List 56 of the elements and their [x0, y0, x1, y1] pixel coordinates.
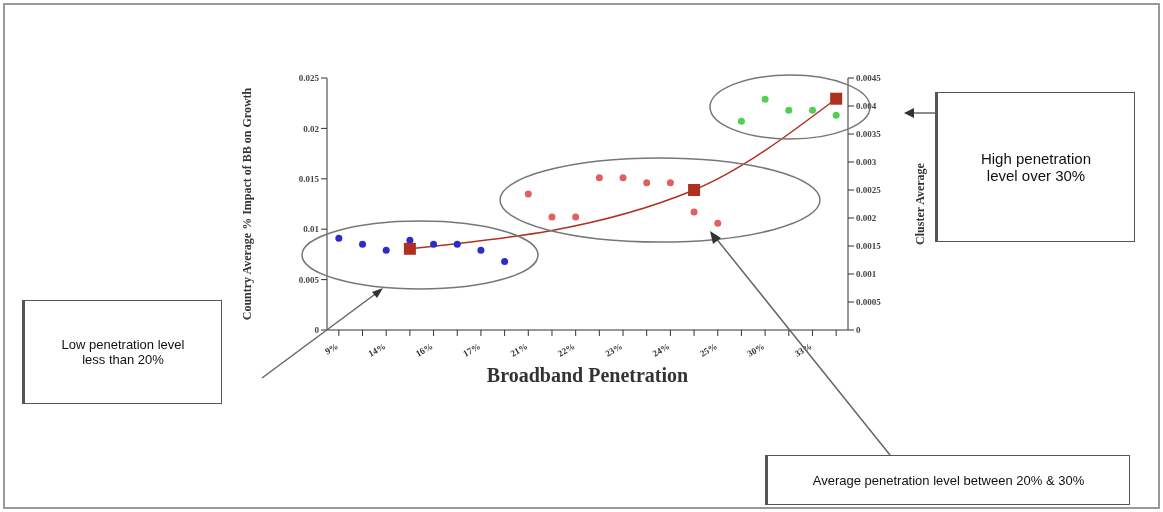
text: Low penetration level less than 20%: [22, 300, 222, 404]
point: [359, 240, 367, 248]
y2-tick-label: 0: [856, 325, 861, 336]
y-tick-label: 0.015: [298, 174, 320, 184]
x-tick-label: 14%: [366, 341, 388, 359]
x-tick-label: 17%: [461, 341, 482, 359]
x-tick-label: 23%: [603, 341, 625, 359]
point: [430, 240, 438, 248]
point: [406, 236, 414, 244]
point: [830, 92, 843, 105]
y-tick-label: 0.005: [298, 274, 320, 285]
x-tick-label: 22%: [556, 341, 577, 359]
x-axis-title: Broadband Penetration: [486, 364, 689, 386]
y-tick-label: 0: [314, 325, 320, 336]
point: [382, 246, 390, 254]
point: [714, 219, 722, 227]
x-tick-label: 25%: [698, 341, 719, 359]
point: [335, 234, 343, 242]
point: [666, 179, 674, 187]
y-tick-label: 0.01: [303, 224, 320, 235]
point: [690, 208, 698, 216]
x-tick-label: 16%: [413, 341, 435, 359]
y-tick-label: 0.02: [303, 123, 320, 134]
y2-tick-label: 0.003: [856, 157, 877, 168]
y2-tick-label: 0.001: [856, 269, 877, 280]
y2-tick-label: 0.0045: [856, 73, 882, 84]
y2-tick-label: 0.0035: [856, 129, 882, 140]
text: Average penetration level between 20% & 30%: [765, 455, 1130, 505]
text: High penetration level over 30%: [935, 92, 1135, 242]
point: [572, 213, 580, 221]
point: [548, 213, 556, 221]
y2-tick-label: 0.0015: [856, 241, 882, 252]
point: [737, 117, 745, 125]
point: [477, 246, 485, 254]
point: [785, 106, 793, 114]
x-tick-label: 24%: [650, 341, 672, 359]
point: [501, 257, 509, 265]
x-tick-label: 30%: [745, 341, 767, 359]
point: [832, 111, 840, 119]
point: [688, 184, 701, 196]
y2-axis-title: Cluster Average: [913, 162, 928, 245]
y2-tick-label: 0.0005: [856, 297, 882, 308]
point: [403, 242, 416, 255]
point: [643, 179, 651, 187]
point: [453, 240, 461, 248]
y2-tick-label: 0.002: [856, 213, 877, 224]
point: [619, 174, 627, 182]
point: [595, 174, 603, 182]
y2-tick-label: 0.0025: [856, 185, 882, 196]
y-tick-label: 0.025: [298, 73, 320, 84]
point: [761, 95, 769, 103]
point: [524, 190, 532, 198]
x-tick-label: 9%: [323, 341, 340, 357]
y-axis-title: Country Average % Impact of BB on Growth: [240, 87, 255, 321]
x-tick-label: 21%: [508, 341, 530, 359]
point: [808, 106, 816, 114]
